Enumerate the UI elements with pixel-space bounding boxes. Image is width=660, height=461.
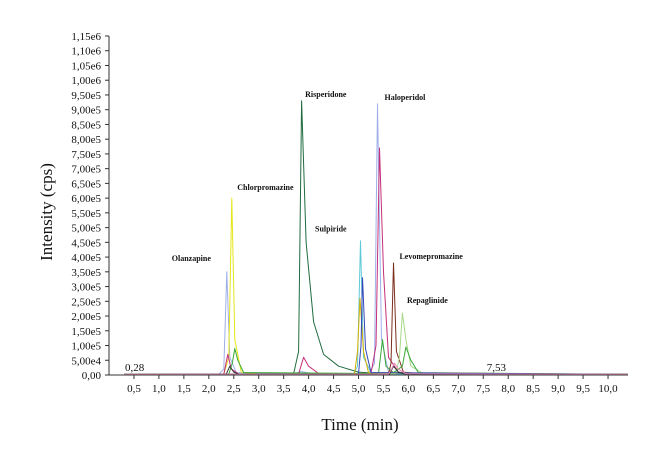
x-tick-label: 4,0 [302, 383, 316, 395]
y-tick-label: 6,50e5 [71, 178, 101, 190]
axes-layer [108, 36, 628, 376]
y-tick-label: 1,10e6 [71, 46, 101, 58]
y-tick-label: 9,50e5 [71, 90, 101, 102]
peak-label: Chlorpromazine [237, 183, 294, 192]
x-tick-label: 7,0 [451, 383, 465, 395]
y-tick-label: 1,00e5 [71, 341, 101, 353]
peak-label: Olanzapine [172, 254, 212, 263]
x-tick-label: 5,0 [352, 383, 366, 395]
chromatogram-trace [123, 362, 629, 375]
x-tick-label: 4,5 [327, 383, 341, 395]
x-tick-label: 7,5 [476, 383, 490, 395]
x-tick-label: 8,5 [526, 383, 540, 395]
y-tick-label: 1,50e5 [71, 326, 101, 338]
x-tick-label: 6,5 [427, 383, 441, 395]
y-tick-label: 4,00e5 [71, 252, 101, 264]
y-axis-title: Intensity (cps) [37, 163, 56, 261]
annotation-layer: 0,28 7,53 [125, 362, 507, 374]
y-tick-label: 2,00e5 [71, 311, 101, 323]
y-tick-label: 1,05e6 [71, 60, 101, 72]
y-tick-label: 4,50e5 [71, 237, 101, 249]
x-tick-label: 2,0 [202, 383, 216, 395]
retention-time-annotation: 0,28 [125, 362, 145, 374]
x-tick-label: 3,5 [277, 383, 291, 395]
x-tick-label: 1,0 [152, 383, 166, 395]
x-tick-label: 9,0 [551, 383, 565, 395]
y-tick-label: 9,00e5 [71, 105, 101, 117]
y-tick-label: 1,00e6 [71, 75, 101, 87]
x-tick-label: 2,5 [227, 383, 241, 395]
chromatogram-trace [123, 100, 629, 375]
y-tick-label: 8,50e5 [71, 119, 101, 131]
y-tick-label: 7,00e5 [71, 164, 101, 176]
retention-time-annotation: 7,53 [487, 362, 507, 374]
y-tick-label: 3,00e5 [71, 282, 101, 294]
tick-layer: 0,00 5,00e4 1,00e5 1,50e5 2,00e5 2,50e5 3,00e5… [71, 31, 618, 395]
y-tick-label: 6,00e5 [71, 193, 101, 205]
y-tick-label: 5,00e5 [71, 223, 101, 235]
x-tick-label: 6,0 [402, 383, 416, 395]
peak-label: Risperidone [305, 90, 347, 99]
y-tick-label: 5,50e5 [71, 208, 101, 220]
peak-label: Haloperidol [384, 93, 426, 102]
x-tick-label: 10,0 [598, 383, 618, 395]
x-tick-label: 8,0 [501, 383, 515, 395]
series-layer [123, 100, 629, 375]
y-tick-label: 1,15e6 [71, 31, 101, 43]
x-tick-label: 0,5 [127, 383, 141, 395]
peak-label-layer: Olanzapine Chlorpromazine Risperidone Sulpi… [172, 90, 464, 305]
y-tick-label: 7,50e5 [71, 149, 101, 161]
x-axis-title: Time (min) [321, 415, 398, 434]
x-tick-label: 9,5 [576, 383, 590, 395]
peak-label: Sulpiride [315, 224, 347, 233]
x-tick-label: 1,5 [177, 383, 191, 395]
y-tick-label: 8,00e5 [71, 134, 101, 146]
chromatogram-trace [123, 339, 629, 375]
x-tick-label: 5,5 [377, 383, 391, 395]
y-tick-label: 5,00e4 [71, 355, 101, 367]
peak-label: Repaglinide [407, 296, 448, 305]
y-tick-label: 3,50e5 [71, 267, 101, 279]
peak-label: Levomepromazine [399, 252, 463, 261]
y-tick-label: 2,50e5 [71, 296, 101, 308]
x-tick-label: 3,0 [252, 383, 266, 395]
y-tick-label: 0,00 [82, 370, 102, 382]
